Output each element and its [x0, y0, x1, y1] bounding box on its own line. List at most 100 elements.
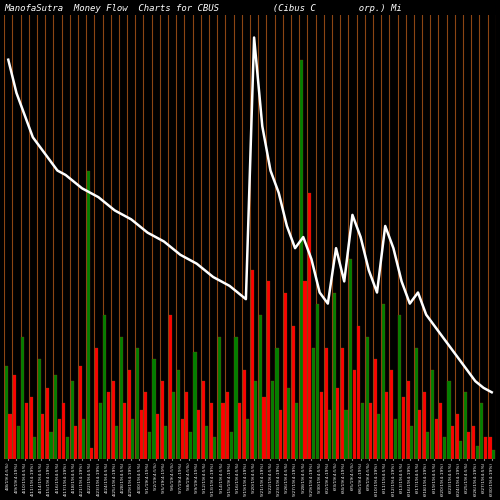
- Bar: [464, 392, 467, 459]
- Bar: [254, 381, 258, 459]
- Bar: [259, 314, 262, 459]
- Bar: [230, 432, 233, 459]
- Bar: [366, 337, 368, 459]
- Bar: [390, 370, 393, 459]
- Bar: [58, 419, 60, 459]
- Bar: [440, 404, 442, 459]
- Bar: [164, 426, 167, 459]
- Bar: [382, 304, 385, 459]
- Bar: [262, 396, 266, 459]
- Bar: [410, 426, 413, 459]
- Bar: [284, 292, 286, 459]
- Bar: [152, 359, 156, 459]
- Bar: [115, 426, 118, 459]
- Bar: [25, 404, 28, 459]
- Bar: [246, 419, 249, 459]
- Bar: [74, 426, 77, 459]
- Bar: [218, 337, 221, 459]
- Bar: [177, 370, 180, 459]
- Bar: [136, 348, 139, 459]
- Bar: [349, 259, 352, 459]
- Bar: [484, 436, 487, 459]
- Bar: [328, 410, 331, 459]
- Bar: [295, 404, 298, 459]
- Bar: [414, 348, 418, 459]
- Bar: [336, 388, 340, 459]
- Bar: [459, 441, 462, 459]
- Bar: [287, 388, 290, 459]
- Bar: [434, 419, 438, 459]
- Bar: [312, 348, 314, 459]
- Bar: [78, 366, 82, 459]
- Bar: [238, 404, 241, 459]
- Bar: [13, 374, 16, 459]
- Bar: [308, 192, 312, 459]
- Bar: [451, 426, 454, 459]
- Bar: [448, 381, 450, 459]
- Bar: [8, 414, 12, 459]
- Bar: [70, 381, 74, 459]
- Bar: [418, 410, 422, 459]
- Bar: [180, 419, 184, 459]
- Bar: [300, 60, 303, 459]
- Bar: [292, 326, 295, 459]
- Bar: [5, 366, 8, 459]
- Bar: [386, 392, 388, 459]
- Text: ManofaSutra  Money Flow  Charts for CBUS          (Cibus C        orp.) Mi: ManofaSutra Money Flow Charts for CBUS (…: [4, 4, 402, 13]
- Bar: [476, 446, 478, 459]
- Bar: [104, 314, 106, 459]
- Bar: [107, 392, 110, 459]
- Bar: [251, 270, 254, 459]
- Bar: [358, 326, 360, 459]
- Bar: [341, 348, 344, 459]
- Bar: [169, 314, 172, 459]
- Bar: [377, 414, 380, 459]
- Bar: [406, 381, 410, 459]
- Bar: [194, 352, 196, 459]
- Bar: [344, 410, 348, 459]
- Bar: [472, 426, 475, 459]
- Bar: [242, 370, 246, 459]
- Bar: [66, 436, 69, 459]
- Bar: [304, 282, 306, 459]
- Bar: [352, 370, 356, 459]
- Bar: [426, 432, 430, 459]
- Bar: [38, 359, 41, 459]
- Bar: [197, 410, 200, 459]
- Bar: [16, 426, 20, 459]
- Bar: [442, 436, 446, 459]
- Bar: [148, 432, 151, 459]
- Bar: [123, 404, 126, 459]
- Bar: [276, 348, 278, 459]
- Bar: [402, 396, 405, 459]
- Bar: [205, 426, 208, 459]
- Bar: [172, 392, 176, 459]
- Bar: [423, 392, 426, 459]
- Bar: [202, 381, 205, 459]
- Bar: [156, 414, 159, 459]
- Bar: [62, 404, 66, 459]
- Bar: [369, 404, 372, 459]
- Bar: [214, 436, 216, 459]
- Bar: [82, 419, 86, 459]
- Bar: [186, 392, 188, 459]
- Bar: [267, 282, 270, 459]
- Bar: [41, 414, 44, 459]
- Bar: [144, 392, 148, 459]
- Bar: [374, 359, 377, 459]
- Bar: [320, 392, 323, 459]
- Bar: [488, 436, 492, 459]
- Bar: [54, 374, 58, 459]
- Bar: [132, 419, 134, 459]
- Bar: [333, 292, 336, 459]
- Bar: [160, 381, 164, 459]
- Bar: [270, 381, 274, 459]
- Bar: [316, 304, 320, 459]
- Bar: [50, 432, 52, 459]
- Bar: [188, 432, 192, 459]
- Bar: [226, 392, 230, 459]
- Bar: [210, 404, 213, 459]
- Bar: [98, 404, 102, 459]
- Bar: [222, 404, 224, 459]
- Bar: [431, 370, 434, 459]
